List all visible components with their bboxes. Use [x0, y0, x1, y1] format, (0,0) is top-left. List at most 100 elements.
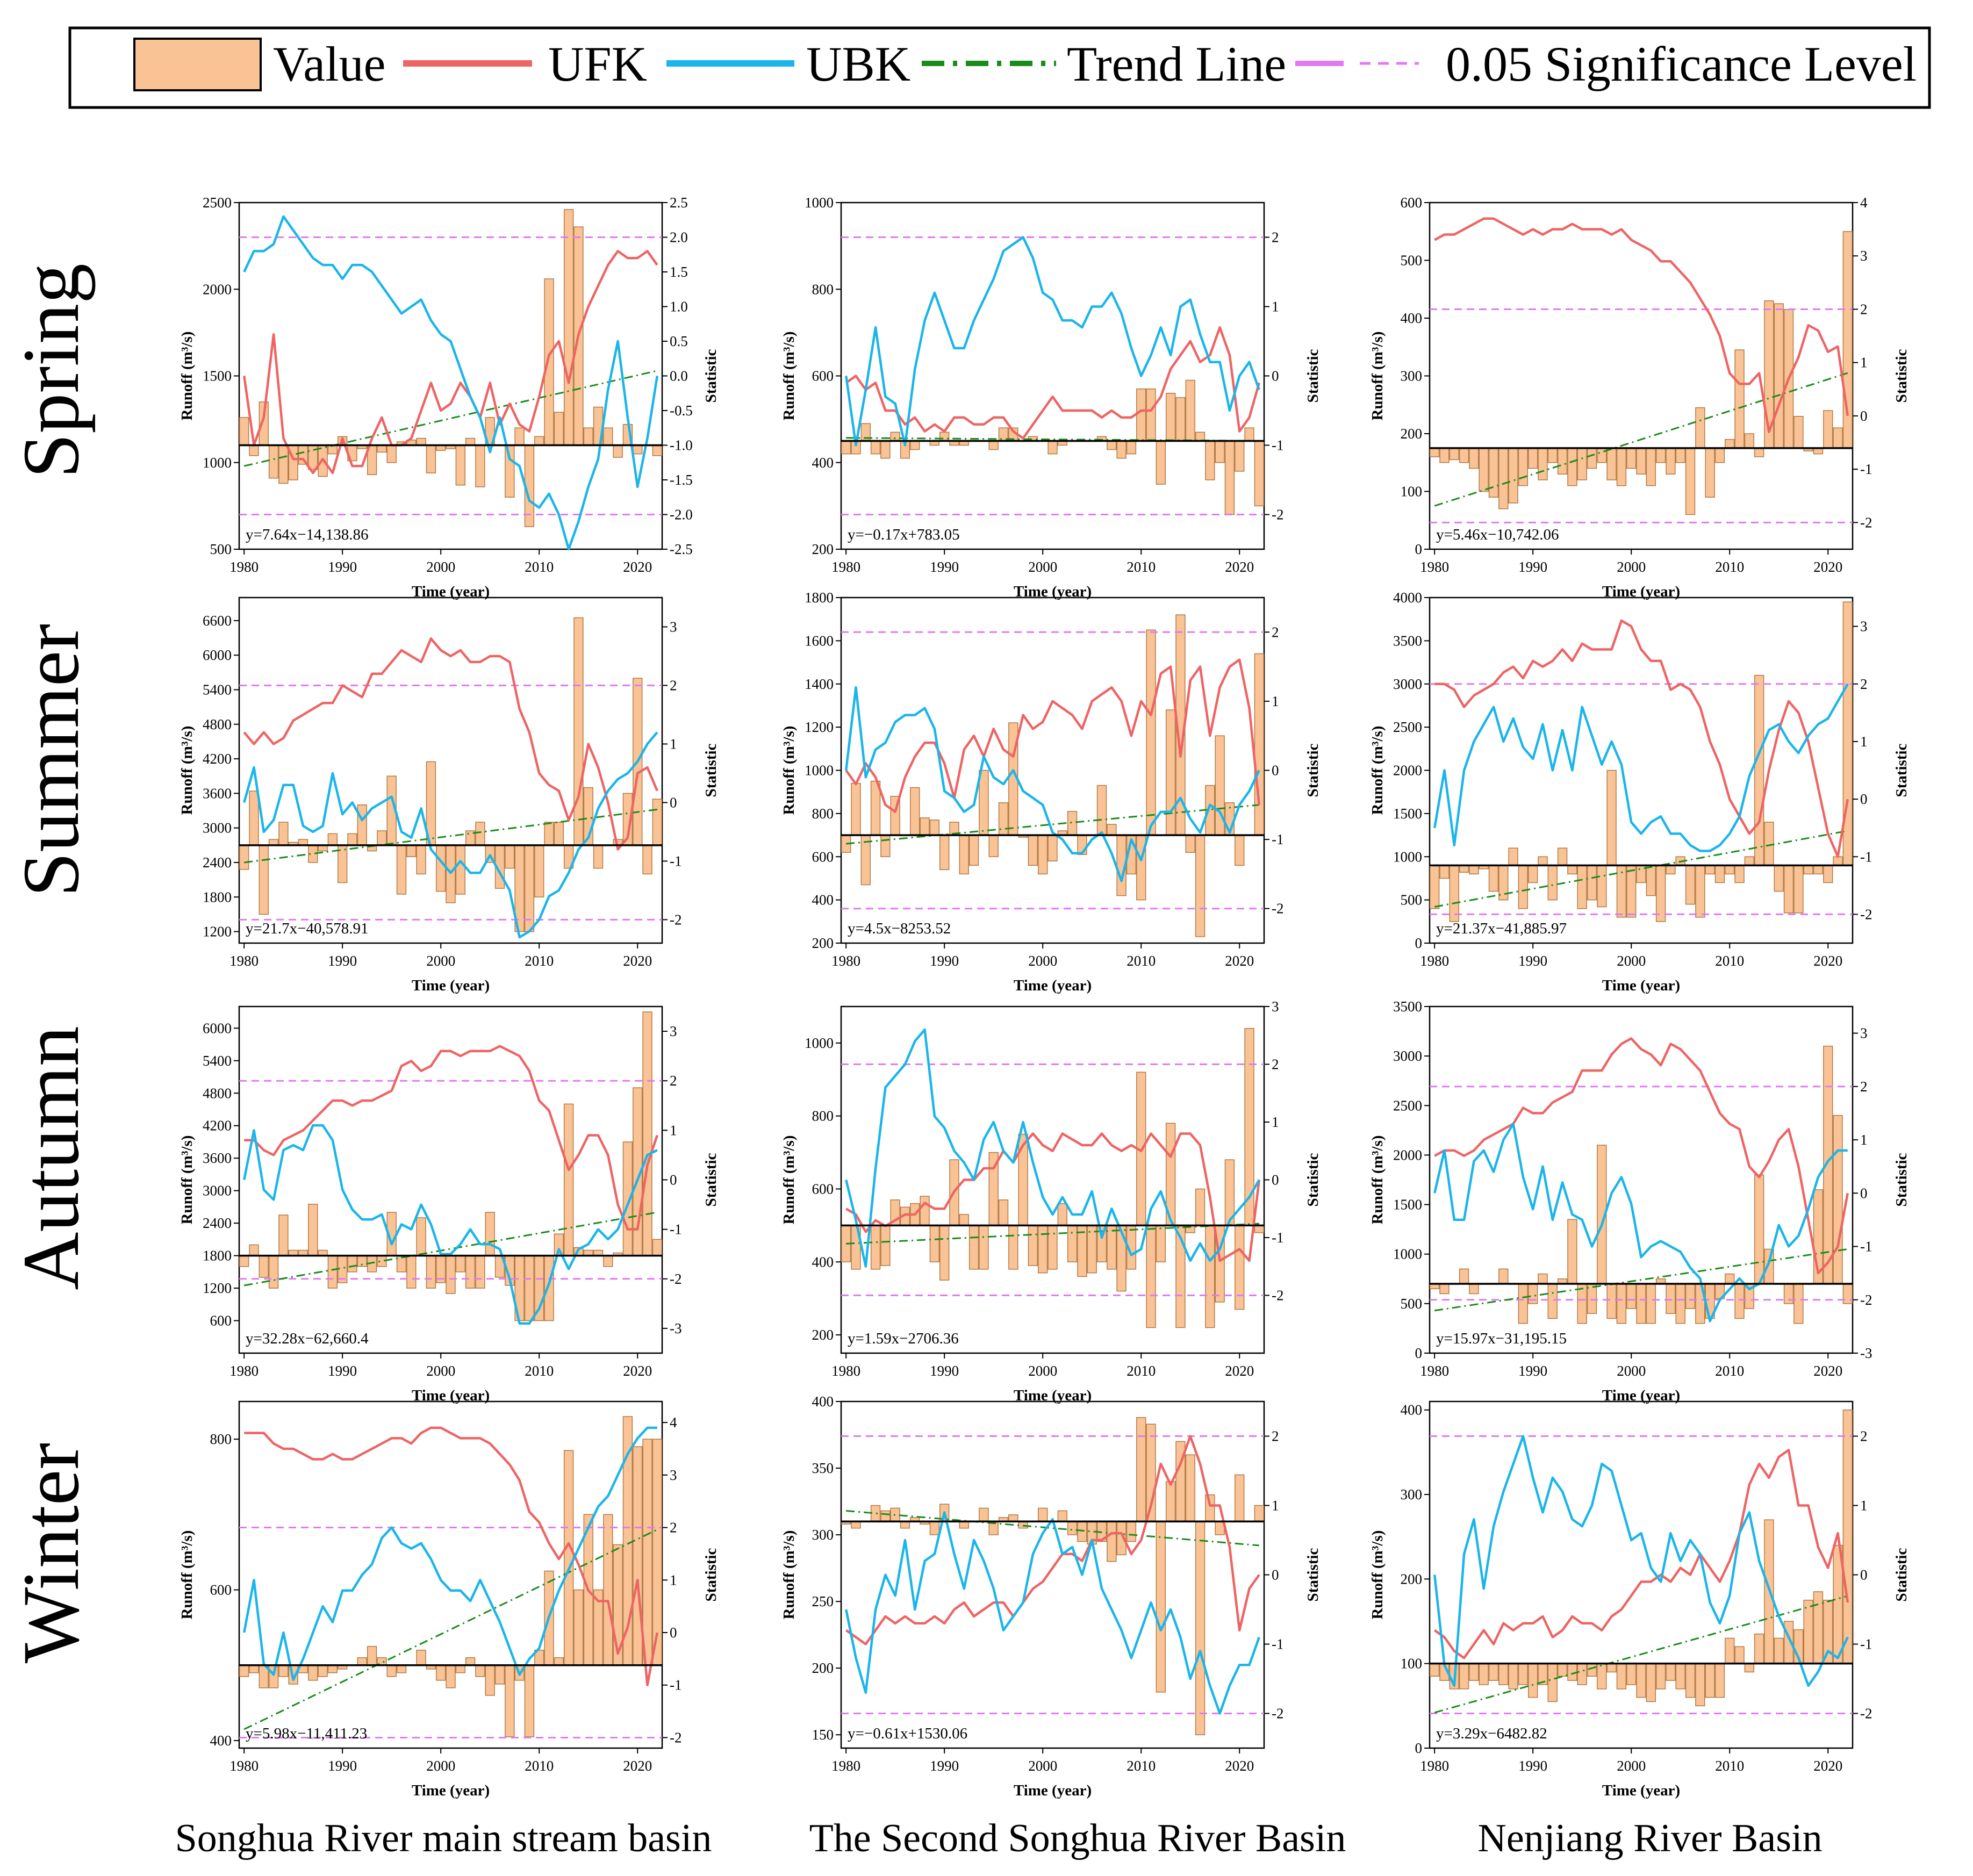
chart-panel: 400 600 800 -2 -1 0 1 2 3 4 1980 1990 2000 2010 2020 Ti…	[178, 1400, 720, 1799]
runoff-bar	[1057, 1203, 1067, 1226]
y-tick-label: 800	[812, 1108, 834, 1124]
runoff-bar	[1057, 1510, 1067, 1522]
runoff-bar	[1754, 674, 1764, 866]
y-tick-label: 4200	[203, 751, 232, 767]
runoff-bar	[544, 1255, 554, 1321]
y-tick-label: 4800	[203, 716, 232, 732]
runoff-bar	[1156, 1225, 1166, 1263]
runoff-bar	[968, 1225, 979, 1270]
y-tick-label: 600	[210, 1582, 232, 1598]
runoff-bar	[1734, 349, 1745, 449]
y2-tick-label: -1	[670, 1677, 682, 1693]
runoff-bar	[455, 1665, 465, 1673]
y-tick-label: 6000	[203, 647, 232, 663]
y-tick-label: 2400	[203, 1215, 232, 1231]
y-tick-label: 3500	[1393, 632, 1422, 649]
runoff-bar	[1774, 1637, 1784, 1664]
runoff-bar	[239, 1255, 249, 1267]
runoff-bar	[1498, 448, 1509, 509]
runoff-bar	[968, 835, 979, 866]
runoff-bar	[1165, 1481, 1176, 1522]
runoff-bar	[1429, 865, 1440, 909]
runoff-bar	[1028, 835, 1038, 866]
runoff-bar	[1469, 448, 1479, 469]
runoff-bar	[1636, 448, 1646, 475]
trend-line	[846, 804, 1259, 845]
x-tick-label: 2020	[623, 559, 652, 575]
runoff-bar	[268, 444, 279, 479]
runoff-bar	[1626, 865, 1637, 918]
y2-axis-title: Statistic	[1893, 1153, 1910, 1206]
y-tick-label: 400	[812, 1254, 834, 1270]
runoff-bar	[1626, 1663, 1637, 1685]
season-label-spring: Spring	[6, 263, 96, 478]
y2-tick-label: 1	[1272, 1114, 1279, 1130]
y2-tick-label: -2	[670, 1271, 682, 1287]
x-tick-label: 1990	[930, 559, 959, 575]
runoff-bar	[524, 1665, 535, 1737]
x-tick-label: 1980	[229, 1363, 259, 1379]
trend-line	[243, 1211, 658, 1286]
runoff-bar	[1725, 1273, 1735, 1284]
runoff-bar	[1459, 1663, 1469, 1690]
y-tick-label: 200	[812, 935, 834, 951]
runoff-bar	[524, 845, 535, 932]
runoff-bar	[1626, 1283, 1637, 1309]
y-tick-label: 2500	[1393, 719, 1422, 735]
y2-tick-label: -1	[1272, 437, 1284, 454]
x-tick-label: 2000	[1028, 559, 1057, 575]
x-tick-label: 2000	[1028, 1758, 1057, 1774]
runoff-bar	[890, 432, 900, 442]
trend-equation: y=21.7x−40,578.91	[246, 920, 368, 937]
x-tick-label: 1980	[831, 953, 860, 969]
y-tick-label: 3600	[203, 785, 232, 801]
y-axis-title: Runoff (m³/s)	[780, 332, 798, 421]
y2-tick-label: 1.5	[670, 264, 688, 280]
y2-tick-label: -1	[670, 1221, 682, 1238]
y2-tick-label: 0	[1860, 408, 1868, 424]
y-tick-label: 0	[1415, 541, 1423, 557]
runoff-bar	[554, 1657, 564, 1666]
x-tick-label: 2020	[1813, 1758, 1842, 1774]
y2-tick-label: 2	[1860, 301, 1868, 317]
runoff-bar	[1636, 1663, 1646, 1698]
runoff-bar	[475, 1255, 485, 1289]
runoff-bar	[485, 1212, 495, 1256]
ubk-line	[243, 215, 659, 551]
runoff-bar	[1587, 865, 1597, 901]
runoff-bar	[426, 1255, 436, 1289]
trend-equation: y=3.29x−6482.82	[1436, 1725, 1547, 1742]
runoff-bar	[870, 440, 881, 455]
runoff-bar	[1803, 865, 1813, 875]
runoff-bar	[573, 1589, 584, 1666]
runoff-bar	[544, 278, 554, 446]
y-tick-label: 400	[1401, 1402, 1423, 1418]
runoff-bar	[1439, 448, 1450, 463]
runoff-bar	[1793, 416, 1804, 449]
trend-line	[1434, 1248, 1848, 1312]
runoff-bar	[1195, 1521, 1206, 1735]
trend-line	[846, 1510, 1259, 1547]
runoff-bar	[939, 835, 950, 871]
runoff-bar	[1156, 1521, 1166, 1693]
x-tick-label: 2020	[623, 1363, 652, 1379]
runoff-bar	[1459, 448, 1469, 463]
runoff-bar	[880, 835, 891, 857]
x-tick-label: 2010	[525, 1758, 554, 1774]
runoff-bar	[1547, 1663, 1558, 1702]
runoff-bar	[910, 440, 920, 450]
basin-label-second: The Second Songhua River Basin	[809, 1816, 1346, 1860]
y2-tick-label: 2	[670, 677, 677, 693]
runoff-bar	[1205, 1494, 1215, 1522]
runoff-bar	[583, 427, 593, 446]
runoff-bar	[1175, 397, 1186, 442]
runoff-bar	[1803, 1599, 1813, 1664]
runoff-bar	[959, 1521, 969, 1529]
chart-panel: 150 200 250 300 350 400 -2 -1 0 1 2 1980 1990 2000 201…	[780, 1393, 1322, 1799]
x-axis-title: Time (year)	[1014, 1782, 1092, 1799]
y-tick-label: 300	[1401, 368, 1423, 384]
runoff-bar	[268, 1665, 279, 1688]
y2-tick-label: 1	[1272, 299, 1279, 315]
runoff-bar	[870, 1505, 881, 1522]
runoff-bar	[642, 1011, 652, 1256]
